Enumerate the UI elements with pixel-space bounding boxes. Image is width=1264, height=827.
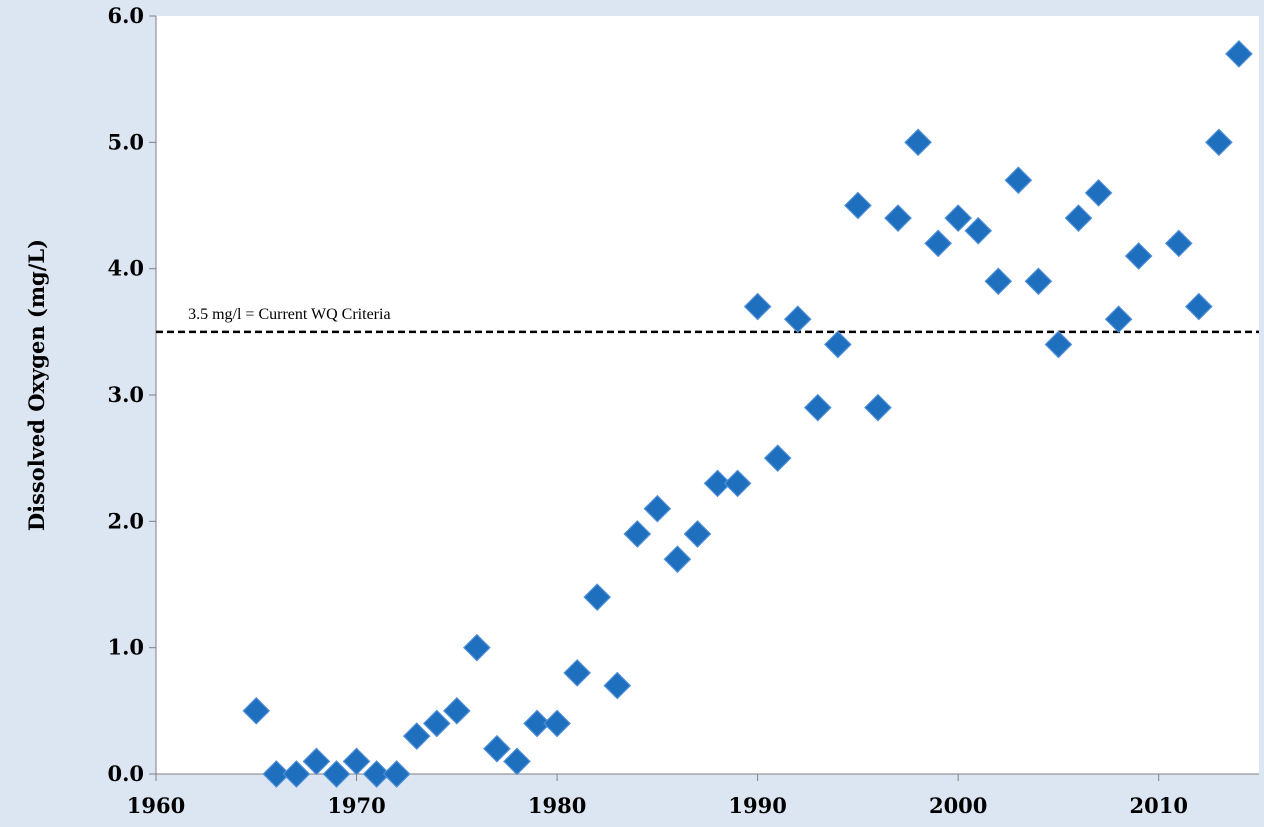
x-tick-label: 1960 [127, 793, 185, 818]
y-tick-label: 2.0 [107, 508, 144, 533]
y-tick-label: 4.0 [107, 256, 144, 281]
data-point [262, 760, 291, 788]
data-point [463, 633, 491, 662]
data-point [944, 204, 973, 232]
data-point [1024, 267, 1053, 296]
data-point [924, 229, 952, 258]
data-point [302, 747, 331, 776]
data-point [483, 734, 511, 763]
x-tick-label: 2010 [1130, 793, 1188, 818]
data-point [1225, 40, 1253, 68]
criteria-reference-label: 3.5 mg/l = Current WQ Criteria [188, 306, 390, 323]
data-point [1044, 330, 1073, 359]
data-point [984, 267, 1013, 296]
data-point [844, 191, 872, 220]
data-point [763, 444, 792, 473]
data-point [1084, 179, 1113, 207]
data-point [623, 520, 652, 548]
x-tick-label: 1980 [528, 793, 586, 818]
data-point [543, 709, 571, 738]
data-point [1124, 242, 1153, 270]
data-point [603, 671, 632, 700]
data-point [382, 760, 411, 788]
y-axis-ticks: 0.0 1.0 2.0 3.0 4.0 5.0 6.0 [107, 3, 156, 786]
data-point [282, 760, 311, 788]
data-point [683, 520, 712, 548]
data-point [322, 760, 351, 788]
data-point [523, 709, 551, 738]
data-point [904, 128, 932, 157]
data-point [422, 709, 451, 738]
data-point [1184, 292, 1213, 321]
x-tick-label: 1990 [728, 793, 786, 818]
data-point [242, 696, 271, 725]
y-axis-title: Dissolved Oxygen (mg/L) [24, 239, 49, 531]
data-point [703, 469, 732, 498]
data-point [643, 494, 672, 523]
x-axis-ticks: 1960 1970 1980 1990 2000 2010 [127, 774, 1188, 818]
data-point [783, 305, 812, 334]
data-point [583, 583, 612, 611]
x-tick-label: 2000 [929, 793, 987, 818]
data-point [503, 747, 531, 776]
data-point [1004, 166, 1033, 195]
data-point [884, 204, 912, 232]
data-point [1205, 128, 1233, 157]
data-point [442, 696, 471, 725]
y-tick-label: 1.0 [107, 635, 144, 660]
x-tick-label: 1970 [327, 793, 385, 818]
data-point [402, 722, 431, 750]
data-point [824, 330, 852, 359]
data-point [1064, 204, 1093, 232]
data-point [663, 545, 692, 574]
y-tick-label: 6.0 [107, 3, 144, 28]
data-point [1104, 305, 1133, 334]
plot-area [156, 16, 1259, 774]
data-point [362, 760, 391, 788]
data-point [1164, 229, 1193, 258]
y-tick-label: 5.0 [107, 129, 144, 154]
data-point [723, 469, 752, 498]
y-tick-label: 0.0 [107, 761, 144, 786]
y-tick-label: 3.0 [107, 382, 144, 407]
data-point [803, 393, 832, 422]
data-point [864, 393, 892, 422]
data-point [342, 747, 371, 776]
data-point [743, 292, 772, 321]
data-point [964, 216, 993, 245]
data-points [242, 40, 1253, 788]
data-point [563, 659, 591, 687]
